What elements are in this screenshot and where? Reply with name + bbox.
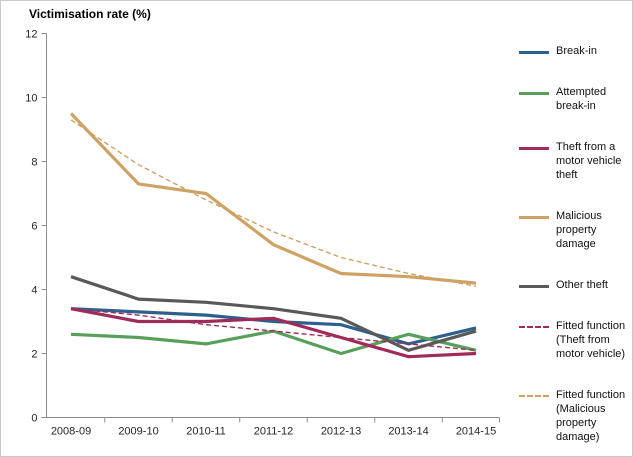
x-axis-tick-label: 2011-12: [254, 426, 294, 438]
series-line-fitted-function-theft-from-motor-vehicle: [70, 308, 477, 351]
y-axis-tick-label: 10: [25, 93, 37, 105]
legend-label: Break-in: [556, 45, 597, 57]
x-axis-tick-label: 2010-11: [186, 426, 226, 438]
legend-label: Fitted function (Theft from motor vehicl…: [556, 319, 626, 360]
y-axis-tick-label: 0: [31, 413, 37, 425]
legend-line-swatch: [519, 325, 549, 328]
y-axis-tick-label: 12: [25, 29, 37, 41]
legend-line-swatch: [519, 284, 549, 288]
series-line-malicious-property-damage: [69, 112, 477, 285]
legend-item: Other theft: [519, 279, 631, 293]
legend-line-swatch: [519, 215, 549, 219]
x-axis-tick-label: 2013-14: [388, 426, 428, 438]
chart-title: Victimisation rate (%): [29, 7, 151, 21]
legend-item: Fitted function (Theft from motor vehicl…: [519, 320, 631, 362]
legend-label: Other theft: [556, 278, 608, 291]
y-axis-tick-label: 4: [31, 285, 37, 297]
legend-line-swatch: [519, 146, 549, 150]
chart-legend: Break-in Attempted break-in Theft from a m…: [519, 45, 631, 444]
series-line-fitted-function-malicious-property-damage: [70, 119, 477, 287]
y-axis-tick-label: 6: [31, 221, 37, 233]
legend-label: Malicious property damage: [556, 209, 602, 250]
legend-label: Theft from a motor vehicle theft: [556, 140, 622, 181]
legend-item: Break-in: [519, 45, 631, 59]
legend-label: Fitted function (Malicious property dama…: [556, 388, 626, 443]
x-axis-tick-label: 2012-13: [321, 426, 361, 438]
legend-item: Attempted break-in: [519, 86, 631, 114]
x-axis-tick-label: 2014-15: [456, 426, 496, 438]
legend-item: Theft from a motor vehicle theft: [519, 141, 631, 183]
legend-line-swatch: [519, 394, 549, 397]
x-axis-tick-label: 2009-10: [118, 426, 158, 438]
y-axis-tick-label: 8: [31, 157, 37, 169]
series-line-other-theft: [70, 275, 477, 353]
x-axis-tick-label: 2008-09: [51, 426, 91, 438]
y-axis-tick-label: 2: [31, 349, 37, 361]
series-line-theft-from-a-motor-vehicle-theft: [70, 307, 477, 359]
legend-line-swatch: [519, 51, 549, 54]
legend-item: Fitted function (Malicious property dama…: [519, 389, 631, 445]
legend-line-swatch: [519, 91, 549, 95]
legend-label: Attempted break-in: [556, 85, 607, 112]
legend-item: Malicious property damage: [519, 210, 631, 252]
